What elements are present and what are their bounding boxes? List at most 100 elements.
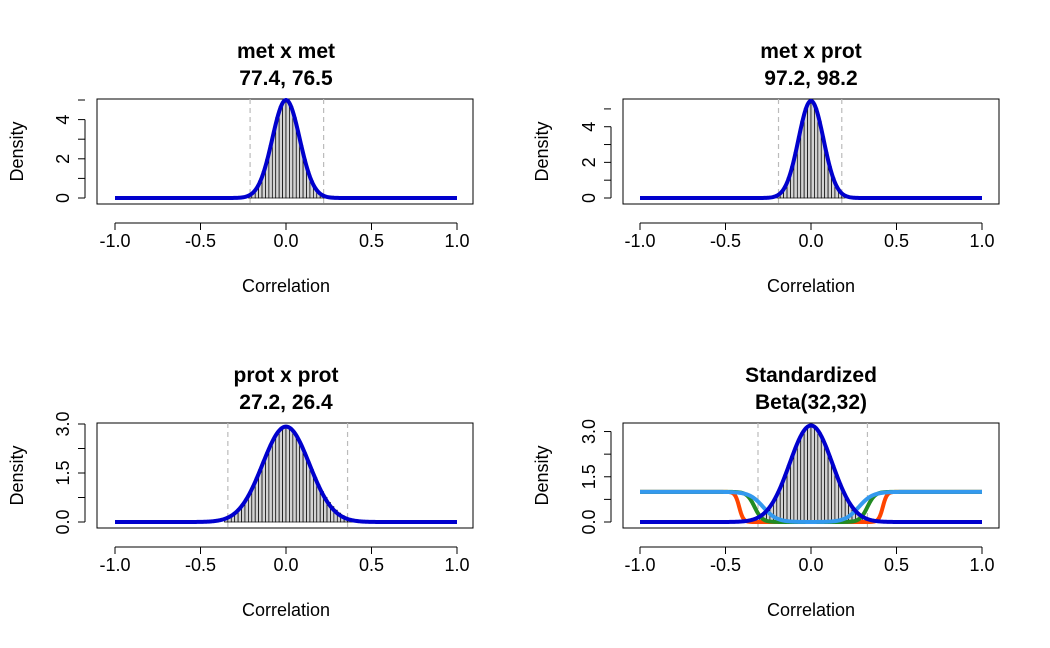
x-tick-label: 1.0	[969, 555, 994, 575]
y-axis: 0.0 1.5 3.0	[579, 419, 612, 535]
density-curve	[638, 423, 984, 524]
chart-title: met x met	[237, 40, 335, 63]
y-axis: 0 2 4	[53, 99, 86, 203]
x-axis: -1.0 -0.5 0.0 0.5 1.0	[624, 222, 995, 251]
y-tick-label: 3.0	[579, 419, 599, 444]
y-tick-label: 2	[53, 154, 73, 164]
y-tick-label: 0.0	[53, 509, 73, 534]
chart-subtitle: 77.4, 76.5	[239, 67, 333, 90]
histogram-bar	[282, 426, 287, 523]
x-tick-label: -1.0	[624, 231, 655, 251]
histogram-bar	[275, 432, 280, 523]
histogram	[224, 426, 362, 523]
x-tick-label: 1.0	[444, 555, 469, 575]
histogram-bar	[796, 439, 802, 523]
x-tick-label: 0.0	[273, 555, 298, 575]
histogram-bar	[810, 101, 815, 199]
x-tick-label: 0.5	[359, 555, 384, 575]
histogram-bar	[289, 428, 294, 523]
histogram-bar	[285, 100, 290, 199]
x-tick-label: -0.5	[185, 555, 216, 575]
y-tick-label: 1.5	[53, 460, 73, 485]
x-tick-label: -0.5	[710, 555, 741, 575]
x-axis: -1.0 -0.5 0.0 0.5 1.0	[624, 546, 995, 575]
histogram	[248, 100, 345, 199]
histogram-bar	[807, 101, 812, 199]
histogram-bar	[793, 447, 798, 523]
x-tick-label: 0.0	[798, 231, 823, 251]
histogram-bar	[271, 437, 277, 523]
y-axis-label: Density	[532, 445, 552, 505]
histogram-bar	[292, 432, 297, 523]
x-axis-label: Correlation	[767, 276, 855, 296]
density-curve	[638, 98, 984, 200]
histogram-bar	[306, 460, 311, 523]
x-axis-label: Correlation	[242, 276, 330, 296]
y-tick-label: 0.0	[579, 509, 599, 534]
overlay-curve-3	[638, 489, 984, 524]
chart-panel-2: met x prot 97.2, 98.2 -1.0 -0.5 0.0 0.5 1.0 0 2 4…	[532, 40, 1000, 296]
x-tick-label: -0.5	[185, 231, 216, 251]
histogram-bar	[295, 437, 301, 523]
plot-frame	[96, 422, 474, 529]
histogram-bar	[810, 425, 815, 523]
chart-panel-4: Standardized Beta(32,32) -1.0 -0.5 0.0 0.5 1.0…	[532, 364, 1000, 620]
x-axis-label: Correlation	[767, 600, 855, 620]
x-axis: -1.0 -0.5 0.0 0.5 1.0	[99, 222, 470, 251]
histogram-bar	[278, 106, 283, 199]
histogram-bar	[827, 456, 832, 523]
y-axis: 0.0 1.5 3.0	[53, 411, 86, 535]
histogram-bar	[265, 452, 270, 523]
chart-title: prot x prot	[234, 364, 339, 387]
chart-panel-1: met x met 77.4, 76.5 -1.0 -0.5 0.0 0.5 1.0 0 2 4 C…	[7, 40, 474, 296]
x-tick-label: 1.0	[444, 231, 469, 251]
histogram-bar	[814, 427, 819, 523]
histogram-bar	[268, 444, 273, 523]
y-axis-label: Density	[532, 121, 552, 181]
y-tick-label: 4	[53, 115, 73, 125]
histogram-bar	[807, 425, 812, 523]
y-tick-label: 2	[579, 157, 599, 167]
histogram-bar	[800, 432, 805, 523]
chart-panel-3: prot x prot 27.2, 26.4 -1.0 -0.5 0.0 0.5 1.0 0.…	[7, 364, 474, 620]
y-axis-label: Density	[7, 121, 27, 181]
histogram-bar	[278, 428, 283, 523]
x-tick-label: 1.0	[969, 231, 994, 251]
chart-title: Standardized	[745, 364, 877, 387]
x-tick-label: -1.0	[624, 555, 655, 575]
x-axis-label: Correlation	[242, 600, 330, 620]
x-tick-label: -0.5	[710, 231, 741, 251]
histogram-bar	[302, 452, 307, 523]
histogram-bar	[820, 439, 826, 523]
y-axis-label: Density	[7, 445, 27, 505]
x-tick-label: 0.5	[884, 231, 909, 251]
chart-subtitle: 97.2, 98.2	[764, 67, 857, 90]
histogram-bar	[803, 427, 808, 523]
x-tick-label: -1.0	[99, 231, 130, 251]
x-tick-label: 0.5	[884, 555, 909, 575]
histogram-bar	[814, 108, 819, 199]
density-curve	[113, 98, 459, 200]
density-curve	[113, 424, 459, 524]
plot-frame	[622, 422, 1000, 529]
histogram	[759, 425, 863, 523]
x-tick-label: 0.0	[798, 555, 823, 575]
x-tick-label: 0.0	[273, 231, 298, 251]
histogram-bar	[817, 432, 822, 523]
histogram-bar	[261, 460, 266, 523]
y-tick-label: 0	[579, 193, 599, 203]
x-tick-label: -1.0	[99, 555, 130, 575]
y-tick-label: 4	[579, 122, 599, 132]
chart-subtitle: 27.2, 26.4	[239, 391, 333, 414]
histogram-bar	[824, 447, 829, 523]
x-axis: -1.0 -0.5 0.0 0.5 1.0	[99, 546, 470, 575]
histogram-bar	[299, 444, 304, 523]
y-tick-label: 3.0	[53, 411, 73, 436]
chart-title: met x prot	[760, 40, 862, 63]
histogram-bar	[803, 108, 808, 199]
histogram-bar	[289, 106, 294, 199]
histogram-bar	[790, 456, 795, 523]
histogram-bar	[285, 426, 290, 523]
chart-subtitle: Beta(32,32)	[755, 391, 867, 414]
